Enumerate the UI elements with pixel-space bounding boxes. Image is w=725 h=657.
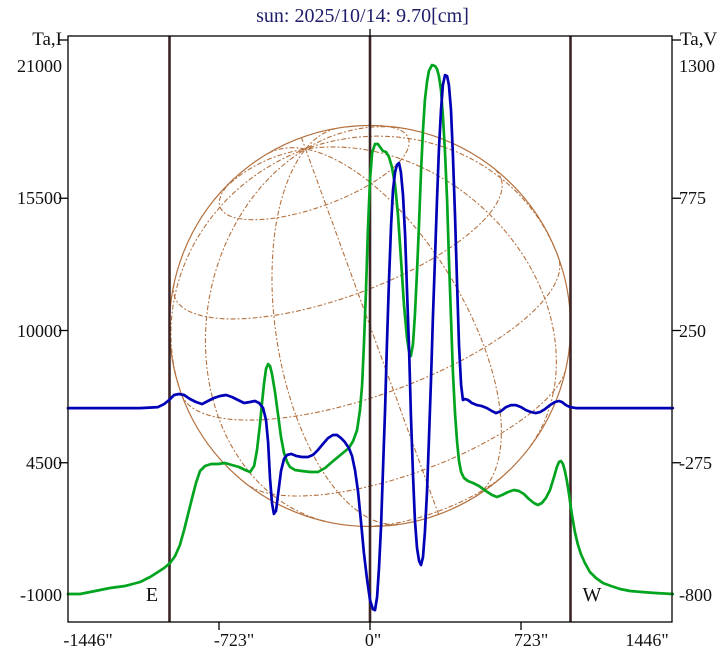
heliographic-grid-line [305,127,337,150]
intensity-curve [66,63,675,596]
right-axis-tick-label: 775 [679,188,706,209]
left-axis-tick-label: 15500 [17,188,62,209]
heliographic-grid-line [218,125,410,221]
heliographic-grid-line [305,135,559,258]
heliographic-grid-line [305,148,440,515]
x-axis-tick-label: 0" [364,630,382,650]
right-axis-tick-label: 1300 [679,56,715,76]
heliographic-grid-line [363,474,505,527]
polarization-curve [66,73,675,612]
heliographic-grid-line [249,371,566,497]
heliographic-grid-line [170,148,307,386]
right-axis-title: Ta,V [680,29,718,50]
heliographic-grid-line [305,146,557,448]
left-axis-tick-label: -1000 [20,585,62,605]
heliographic-grid-line [300,137,307,150]
left-axis-tick-label: 4500 [26,452,62,473]
heliographic-grid-line [204,148,326,522]
heliographic-grid-line [268,147,307,154]
right-axis-tick-label: -800 [679,585,712,605]
left-axis-tick-label: 10000 [17,320,62,341]
heliographic-grid-line [271,148,400,526]
plot-title: sun: 2025/10/14: 9.70[cm] [256,5,469,27]
x-axis-tick-label: 1446" [625,630,669,650]
heliographic-grid-line [214,148,307,200]
west-limb-label: W [582,584,602,606]
left-axis-tick-label: 21000 [17,56,62,76]
right-axis-tick-label: 250 [679,320,706,341]
x-axis-tick-label: -723" [213,630,255,650]
heliographic-grid-line [172,167,503,320]
left-axis-title: Ta,I [32,29,62,50]
x-axis-tick-label: -1446" [63,630,113,650]
east-limb-label: E [145,584,159,606]
right-axis-tick-label: -275 [679,452,712,473]
heliographic-grid-line [305,126,408,150]
heliographic-grid-line [305,148,502,498]
x-axis-tick-label: 723" [513,630,549,650]
